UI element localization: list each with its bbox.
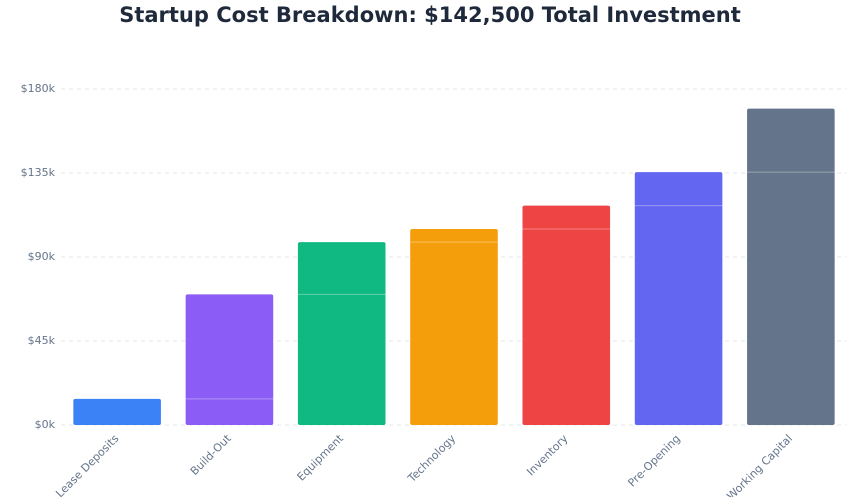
x-tick-label: Build-Out (188, 432, 234, 478)
y-tick-label: $135k (21, 166, 56, 179)
x-tick-label: Technology (405, 432, 459, 486)
bar (747, 108, 835, 425)
bar (297, 242, 386, 425)
x-tick-label: Lease Deposits (53, 432, 121, 497)
bar (522, 205, 611, 425)
x-tick-label: Pre-Opening (625, 432, 682, 489)
y-tick-label: $45k (28, 334, 56, 347)
chart-title: Startup Cost Breakdown: $142,500 Total I… (119, 3, 741, 27)
x-tick-label: Inventory (524, 432, 571, 479)
y-tick-label: $90k (28, 250, 56, 263)
x-tick-label: Equipment (295, 432, 347, 484)
x-tick-label: Working Capital (724, 432, 795, 497)
bar (634, 172, 723, 425)
bar (73, 398, 161, 425)
bar (185, 294, 274, 425)
bar (410, 229, 498, 425)
y-tick-label: $180k (21, 82, 56, 95)
y-tick-label: $0k (35, 418, 56, 431)
